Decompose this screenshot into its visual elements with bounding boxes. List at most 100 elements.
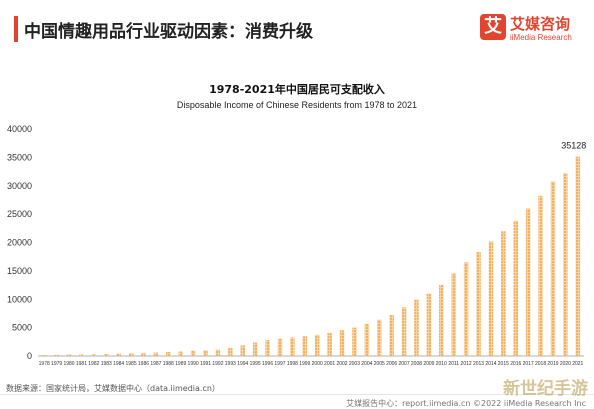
x-tick-label: 2008 (411, 361, 422, 367)
bar (550, 181, 556, 356)
y-tick-label: 25000 (7, 209, 32, 219)
iimedia-logo: 艾 艾媒咨询 iiMedia Research (480, 12, 584, 46)
bar (166, 351, 171, 356)
x-tick-label: 2004 (361, 361, 372, 367)
bar (203, 350, 208, 356)
x-tick-label: 2012 (461, 361, 472, 367)
x-tick-label: 2014 (485, 361, 496, 367)
bar (91, 354, 97, 356)
bar (116, 353, 121, 356)
bar (563, 173, 568, 356)
bar (575, 156, 581, 356)
x-tick-label: 1994 (237, 361, 248, 367)
x-tick-label: 1985 (126, 361, 137, 367)
chart-subtitle: Disposable Income of Chinese Residents f… (176, 100, 418, 110)
y-tick-label: 15000 (7, 266, 32, 276)
x-tick-label: 1989 (175, 361, 186, 367)
bar (352, 327, 357, 356)
x-tick-label: 1983 (101, 361, 112, 367)
x-tick-label: 2020 (560, 361, 571, 367)
x-tick-label: 2018 (535, 361, 546, 367)
y-tick-label: 40000 (7, 124, 32, 134)
y-tick-label: 35000 (7, 152, 32, 162)
x-tick-label: 2010 (436, 361, 447, 367)
logo-name-en: iiMedia Research (510, 33, 572, 42)
bar (327, 332, 332, 356)
bar (339, 330, 345, 356)
data-label: 35128 (561, 141, 586, 151)
bar (538, 195, 543, 356)
y-tick-label: 10000 (7, 294, 32, 304)
logo-icon: 艾 (480, 14, 506, 40)
bar (463, 262, 469, 356)
bar (501, 231, 506, 356)
x-tick-label: 2009 (423, 361, 434, 367)
bar (153, 352, 159, 356)
bar (476, 252, 481, 356)
x-tick-label: 1980 (63, 361, 74, 367)
logo-name-cn: 艾媒咨询 (510, 15, 571, 33)
x-tick-label: 1999 (299, 361, 310, 367)
bar (401, 307, 407, 356)
x-tick-label: 1988 (163, 361, 174, 367)
bar (377, 319, 382, 356)
bar (426, 293, 432, 356)
x-tick-label: 1978 (39, 361, 50, 367)
page-title: 中国情趣用品行业驱动因素：消费升级 (24, 22, 313, 42)
bar (104, 354, 109, 356)
bar (66, 354, 72, 356)
bar (190, 350, 196, 356)
x-tick-label: 2015 (498, 361, 509, 367)
bar (79, 354, 84, 356)
x-tick-label: 2017 (523, 361, 534, 367)
bar (128, 353, 134, 356)
x-tick-label: 1996 (262, 361, 273, 367)
x-tick-label: 1987 (150, 361, 161, 367)
x-tick-label: 2016 (510, 361, 521, 367)
x-tick-label: 2002 (336, 361, 347, 367)
x-tick-label: 1998 (287, 361, 298, 367)
x-tick-label: 2011 (448, 361, 459, 367)
bar (364, 323, 370, 356)
bar (277, 338, 283, 356)
x-tick-label: 2006 (386, 361, 397, 367)
header-accent-bar (14, 16, 18, 42)
x-tick-label: 2005 (374, 361, 385, 367)
x-tick-label: 1982 (88, 361, 99, 367)
y-tick-label: 30000 (7, 181, 32, 191)
chart-title: 1978-2021年中国居民可支配收入 (209, 83, 385, 96)
x-tick-label: 2019 (547, 361, 558, 367)
footer-divider (0, 394, 594, 395)
x-tick-label: 2001 (324, 361, 335, 367)
y-tick-label: 0 (27, 351, 32, 361)
x-tick-label: 1984 (113, 361, 124, 367)
x-tick-label: 1986 (138, 361, 149, 367)
bar (488, 241, 494, 356)
x-tick-label: 1979 (51, 361, 62, 367)
x-tick-label: 1997 (274, 361, 285, 367)
x-tick-label: 1991 (200, 361, 211, 367)
x-tick-label: 1992 (212, 361, 223, 367)
bar (54, 354, 59, 356)
y-tick-label: 5000 (12, 323, 32, 333)
bar (240, 345, 245, 356)
x-tick-label: 1993 (225, 361, 236, 367)
x-tick-label: 1990 (188, 361, 199, 367)
x-tick-label: 2007 (399, 361, 410, 367)
bar (252, 342, 258, 356)
x-tick-label: 2021 (572, 361, 583, 367)
bar (414, 299, 419, 356)
x-tick-label: 2013 (473, 361, 484, 367)
footer-credit: 艾媒报告中心：report.iimedia.cn ©2022 iiMedia R… (346, 399, 586, 408)
bar (41, 355, 47, 356)
bar (302, 336, 308, 356)
source-note: 数据来源：国家统计局，艾媒数据中心（data.iimedia.cn） (6, 384, 220, 393)
bar (451, 273, 456, 356)
x-tick-label: 1995 (250, 361, 261, 367)
bar (215, 349, 221, 356)
bar (513, 220, 518, 356)
bar (178, 351, 183, 356)
bar (265, 340, 270, 356)
bar (314, 334, 320, 356)
